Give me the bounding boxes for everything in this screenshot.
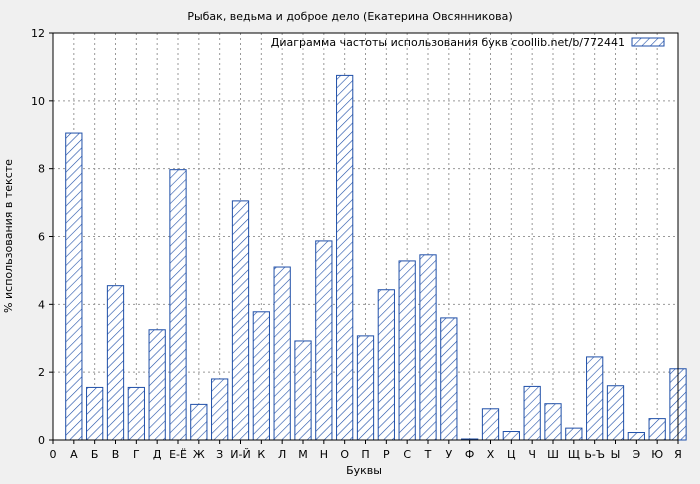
x-tick-label: Ш	[547, 448, 559, 461]
x-tick-label: Ц	[507, 448, 516, 461]
x-tick-label: Ь-Ъ	[584, 448, 605, 461]
x-tick-label: Е-Ё	[169, 448, 187, 461]
bar-А	[65, 132, 83, 441]
y-axis-label: % использования в тексте	[2, 159, 15, 313]
y-tick-label: 4	[38, 298, 45, 311]
x-tick-label: Д	[153, 448, 162, 461]
x-tick-label: Г	[133, 448, 140, 461]
bar-Т	[419, 254, 437, 441]
x-tick-label: У	[445, 448, 452, 461]
bar-Ю	[648, 418, 666, 441]
chart-title: Рыбак, ведьма и доброе дело (Екатерина О…	[187, 10, 512, 23]
x-axis-label: Буквы	[346, 464, 382, 477]
x-tick-label: С	[403, 448, 411, 461]
x-tick-label: Я	[674, 448, 682, 461]
y-tick-label: 2	[38, 366, 45, 379]
bar-Г	[127, 386, 145, 441]
bar-Ж	[190, 403, 208, 441]
grid-lines	[53, 33, 678, 440]
bar-Ц	[502, 431, 520, 441]
legend-label: Диаграмма частоты использования букв coo…	[271, 36, 625, 49]
x-tick-label: Щ	[568, 448, 580, 461]
bars	[65, 74, 687, 441]
x-tick-label: З	[216, 448, 223, 461]
x-tick-label: К	[257, 448, 265, 461]
bar-Э	[627, 432, 645, 441]
y-tick-label: 6	[38, 231, 45, 244]
x-tick-label: О	[340, 448, 349, 461]
bar-О	[336, 74, 354, 441]
bar-Ы	[606, 385, 625, 441]
y-tick-label: 0	[38, 434, 45, 447]
x-tick-label: Ф	[465, 448, 474, 461]
y-tick-label: 8	[38, 163, 45, 176]
y-tick-label: 12	[31, 27, 45, 40]
bar-З	[211, 378, 229, 441]
x-tick-label: В	[112, 448, 120, 461]
y-tick-label: 10	[31, 95, 45, 108]
y-axis-ticks: 0 2 4 6 8 10 12	[31, 27, 53, 447]
bar-С	[398, 260, 416, 441]
x-tick-label: Ж	[193, 448, 205, 461]
x-tick-label: П	[361, 448, 369, 461]
x-tick-label: М	[298, 448, 308, 461]
bar-У	[440, 317, 458, 441]
x-tick-label: 0	[50, 448, 57, 461]
x-tick-label: Х	[487, 448, 495, 461]
bar-П	[356, 335, 375, 441]
bar-М	[294, 340, 312, 441]
x-tick-label: Б	[91, 448, 99, 461]
x-tick-label: И-Й	[230, 448, 250, 461]
bar-К	[252, 311, 270, 441]
bar-Б	[86, 386, 104, 441]
bar-Ь-Ъ	[586, 356, 604, 441]
bar-Щ	[565, 427, 583, 441]
bar-Х	[481, 408, 500, 441]
bar-Е-Ё	[169, 169, 187, 441]
bar-И-Й	[231, 200, 250, 441]
bar-Д	[148, 329, 166, 441]
x-tick-label: Л	[278, 448, 286, 461]
bar-Н	[315, 240, 333, 441]
x-tick-label: Н	[320, 448, 328, 461]
bar-Р	[377, 289, 395, 441]
x-tick-label: Э	[632, 448, 640, 461]
bar-В	[106, 285, 125, 441]
x-tick-label: А	[70, 448, 78, 461]
bar-Ш	[544, 403, 562, 441]
bar-Л	[273, 266, 291, 441]
x-tick-label: Ч	[528, 448, 536, 461]
x-tick-label: Ы	[611, 448, 621, 461]
x-axis-ticks: 0 А Б В Г Д Е-Ё Ж З И-Й К Л М Н О П Р С Т У Ф Х Ц Ч Ш Щ Ь-Ъ Ы Э Ю Я	[50, 440, 682, 461]
x-tick-label: Т	[424, 448, 432, 461]
x-tick-label: Р	[383, 448, 390, 461]
bar-Ч	[523, 385, 541, 441]
legend: Диаграмма частоты использования букв coo…	[271, 36, 665, 49]
x-tick-label: Ю	[651, 448, 663, 461]
legend-swatch	[631, 37, 665, 47]
